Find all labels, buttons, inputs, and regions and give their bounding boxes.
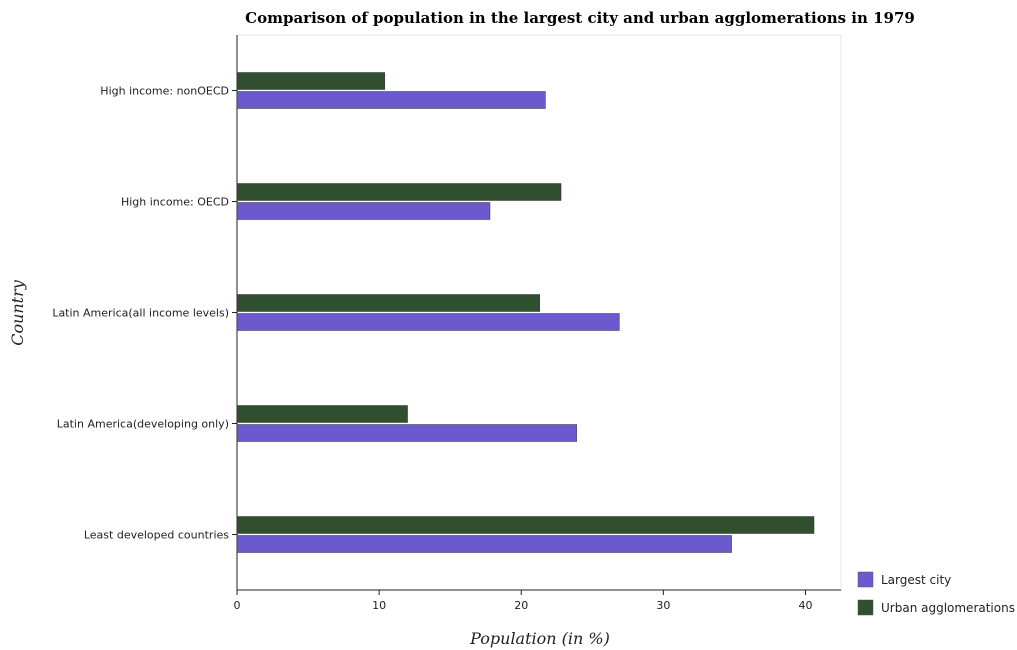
bar-largest-city-high-income-oecd [236,202,491,220]
x-axis-label: Population (in %) [469,629,610,648]
bar-urban-agglomerations-high-income-oecd [236,183,562,201]
y-axis-label: Country [8,279,27,346]
legend-label-largest-city: Largest city [881,573,951,587]
bar-urban-agglomerations-high-income-nonoecd [236,72,386,90]
legend-swatch-urban-agglomerations [857,599,874,616]
y-tick-label: High income: nonOECD [100,85,229,98]
bar-urban-agglomerations-latin-america-all-income-levels [236,294,540,312]
x-tick-label: 30 [656,599,670,612]
bars-group [236,72,815,553]
bar-urban-agglomerations-latin-america-developing-only [236,405,408,423]
legend-label-urban-agglomerations: Urban agglomerations [881,601,1015,615]
y-tick-label: High income: OECD [121,196,229,209]
bar-largest-city-high-income-nonoecd [236,91,546,109]
x-tick-label: 40 [798,599,812,612]
y-ticks-group: High income: nonOECD High income: OECD Lat… [52,85,237,542]
y-tick-label: Latin America(developing only) [57,418,229,431]
legend: Largest city Urban agglomerations [857,571,1015,616]
bar-largest-city-latin-america-all-income-levels [236,313,620,331]
legend-swatch-largest-city [857,571,874,588]
bar-urban-agglomerations-least-developed-countries [236,516,815,534]
chart-title: Comparison of population in the largest … [245,9,915,27]
bar-largest-city-latin-america-developing-only [236,424,577,442]
x-tick-label: 0 [234,599,241,612]
x-ticks-group: 0 10 20 30 40 [234,590,812,612]
x-tick-label: 20 [514,599,528,612]
bar-largest-city-least-developed-countries [236,535,732,553]
x-tick-label: 10 [372,599,386,612]
y-tick-label: Least developed countries [84,529,229,542]
plot-frame [236,34,842,591]
y-tick-label: Latin America(all income levels) [52,307,229,320]
